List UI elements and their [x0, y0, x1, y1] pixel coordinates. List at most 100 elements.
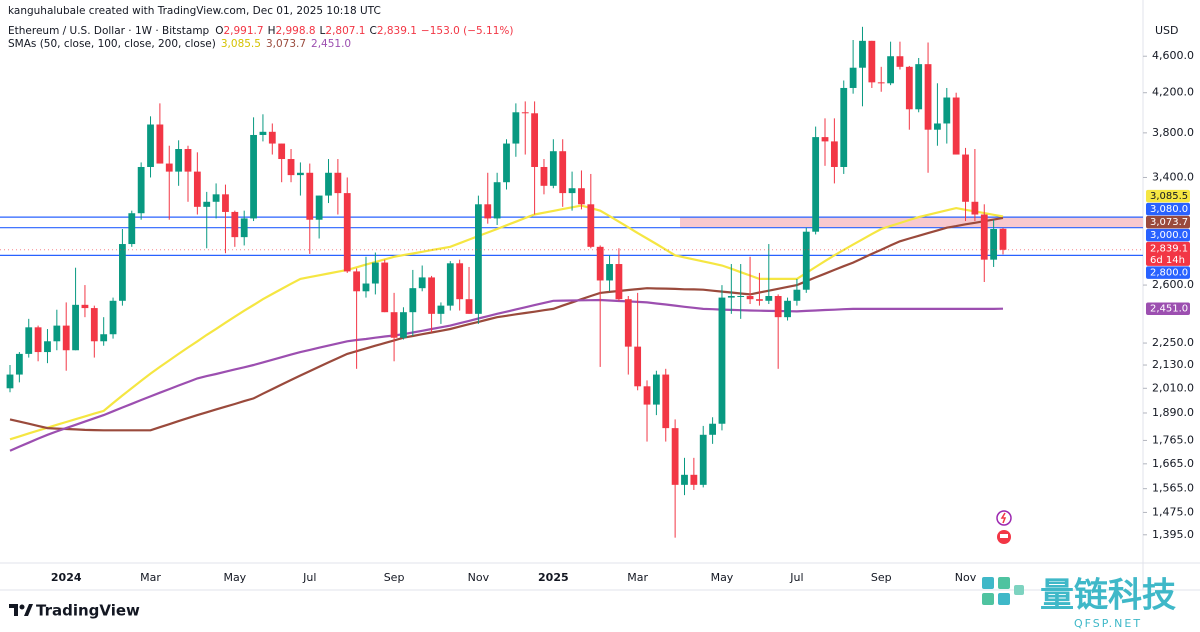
- candle-body: [549, 151, 557, 186]
- price-box-label: 2,451.0: [1150, 304, 1188, 315]
- candle-body: [222, 194, 229, 212]
- sma-line: [9, 298, 1004, 452]
- candle-body: [343, 193, 351, 272]
- candle-body: [877, 82, 885, 84]
- candle-body: [830, 141, 838, 167]
- candle-body: [662, 374, 670, 429]
- candle-body: [540, 166, 548, 186]
- price-box-label: 3,000.0: [1150, 230, 1188, 241]
- alert-icons: [996, 510, 1012, 544]
- x-tick-label: Jul: [302, 571, 316, 584]
- candle-body: [203, 201, 211, 207]
- ohlc-key: O: [215, 25, 223, 37]
- candle-body: [840, 87, 848, 167]
- candle-body: [765, 296, 773, 301]
- candle-body: [465, 299, 473, 314]
- candle-body: [381, 262, 389, 313]
- candle-body: [587, 204, 595, 247]
- candle-body: [90, 308, 98, 342]
- y-tick-label: 1,395.0: [1152, 528, 1194, 541]
- candle-body: [559, 151, 567, 194]
- candle-body: [952, 97, 960, 155]
- candle-body: [428, 277, 435, 314]
- candle-body: [175, 149, 183, 172]
- candle-body: [606, 264, 613, 281]
- candle-body: [6, 374, 14, 389]
- sma-line: [9, 216, 1004, 432]
- x-tick-label: May: [223, 571, 246, 584]
- candle-body: [390, 312, 398, 338]
- y-tick-label: 1,665.0: [1152, 457, 1194, 470]
- candle-body: [409, 288, 417, 313]
- candle-body: [709, 423, 716, 435]
- candle-body: [184, 149, 192, 172]
- candle-body: [400, 312, 407, 338]
- y-tick-label: 2,250.0: [1152, 336, 1194, 349]
- ohlc-value: 2,807.1: [325, 25, 365, 37]
- x-tick-label: Sep: [384, 571, 405, 584]
- price-box: [1146, 302, 1190, 315]
- change: −153.0 (−5.11%): [421, 25, 514, 37]
- candle-body: [681, 474, 688, 485]
- brand: TradingView: [36, 602, 140, 620]
- candle-body: [446, 263, 454, 306]
- candle-body: [503, 143, 510, 183]
- candle-body: [737, 296, 745, 298]
- candle-body: [62, 325, 70, 351]
- x-tick-label: Jul: [789, 571, 803, 584]
- icon: [996, 510, 1012, 526]
- price-axis: 4,600.0 4,200.0 3,800.0 3,400.0 2,600.0 2,250…: [1143, 49, 1194, 541]
- candle-body: [268, 131, 276, 144]
- sma-value: 2,451.0: [311, 38, 351, 50]
- candle-body: [334, 172, 342, 194]
- candle-body: [746, 296, 754, 300]
- x-tick-label: 2024: [51, 571, 82, 584]
- candle-body: [81, 304, 89, 309]
- candle-body: [119, 244, 126, 301]
- candle-body: [250, 134, 257, 219]
- price-box-label: 3,080.0: [1150, 204, 1188, 215]
- watermark-icon: [998, 593, 1010, 605]
- x-tick-label: Sep: [871, 571, 892, 584]
- candle-body: [849, 67, 857, 88]
- candle-body: [634, 346, 642, 387]
- y-tick-label: 1,565.0: [1152, 482, 1194, 495]
- y-tick-label: 4,200.0: [1152, 86, 1194, 99]
- price-box: [1146, 189, 1190, 203]
- candle-body: [15, 353, 23, 375]
- candle-body: [802, 231, 810, 290]
- brand-logo: TradingView: [9, 602, 140, 620]
- candle-body: [193, 171, 201, 207]
- ohlc-value: 2,998.8: [275, 25, 315, 37]
- candle-body: [624, 299, 632, 347]
- icon: [1000, 534, 1008, 538]
- candle-body: [353, 271, 361, 292]
- candle-body: [100, 334, 108, 342]
- candle-body: [859, 40, 866, 68]
- sma-title: SMAs (50, close, 100, close, 200, close): [8, 38, 216, 50]
- zone: [680, 217, 1143, 228]
- sma-line: [9, 204, 1004, 441]
- x-tick-label: 2025: [538, 571, 569, 584]
- symbol: Ethereum / U.S. Dollar · 1W · Bitstamp: [8, 25, 210, 37]
- currency-label: USD: [1155, 24, 1179, 37]
- candle-body: [784, 300, 791, 318]
- candle-body: [578, 188, 585, 205]
- candle-body: [699, 434, 707, 485]
- candle-body: [990, 229, 998, 260]
- candle-body: [615, 264, 623, 300]
- ohlc-key: C: [369, 25, 376, 37]
- y-tick-label: 1,475.0: [1152, 505, 1194, 518]
- candle-body: [962, 154, 969, 202]
- y-tick-label: 1,890.0: [1152, 406, 1194, 419]
- candle-body: [596, 246, 604, 281]
- price-box-label: 3,085.5: [1150, 191, 1188, 202]
- candle-body: [793, 289, 801, 301]
- x-tick-label: Nov: [468, 571, 490, 584]
- candle-body: [44, 341, 51, 353]
- y-tick-label: 3,400.0: [1152, 170, 1194, 183]
- price-box-label: 3,073.7: [1150, 217, 1188, 228]
- y-tick-label: 2,130.0: [1152, 358, 1194, 371]
- candle-body: [915, 64, 923, 110]
